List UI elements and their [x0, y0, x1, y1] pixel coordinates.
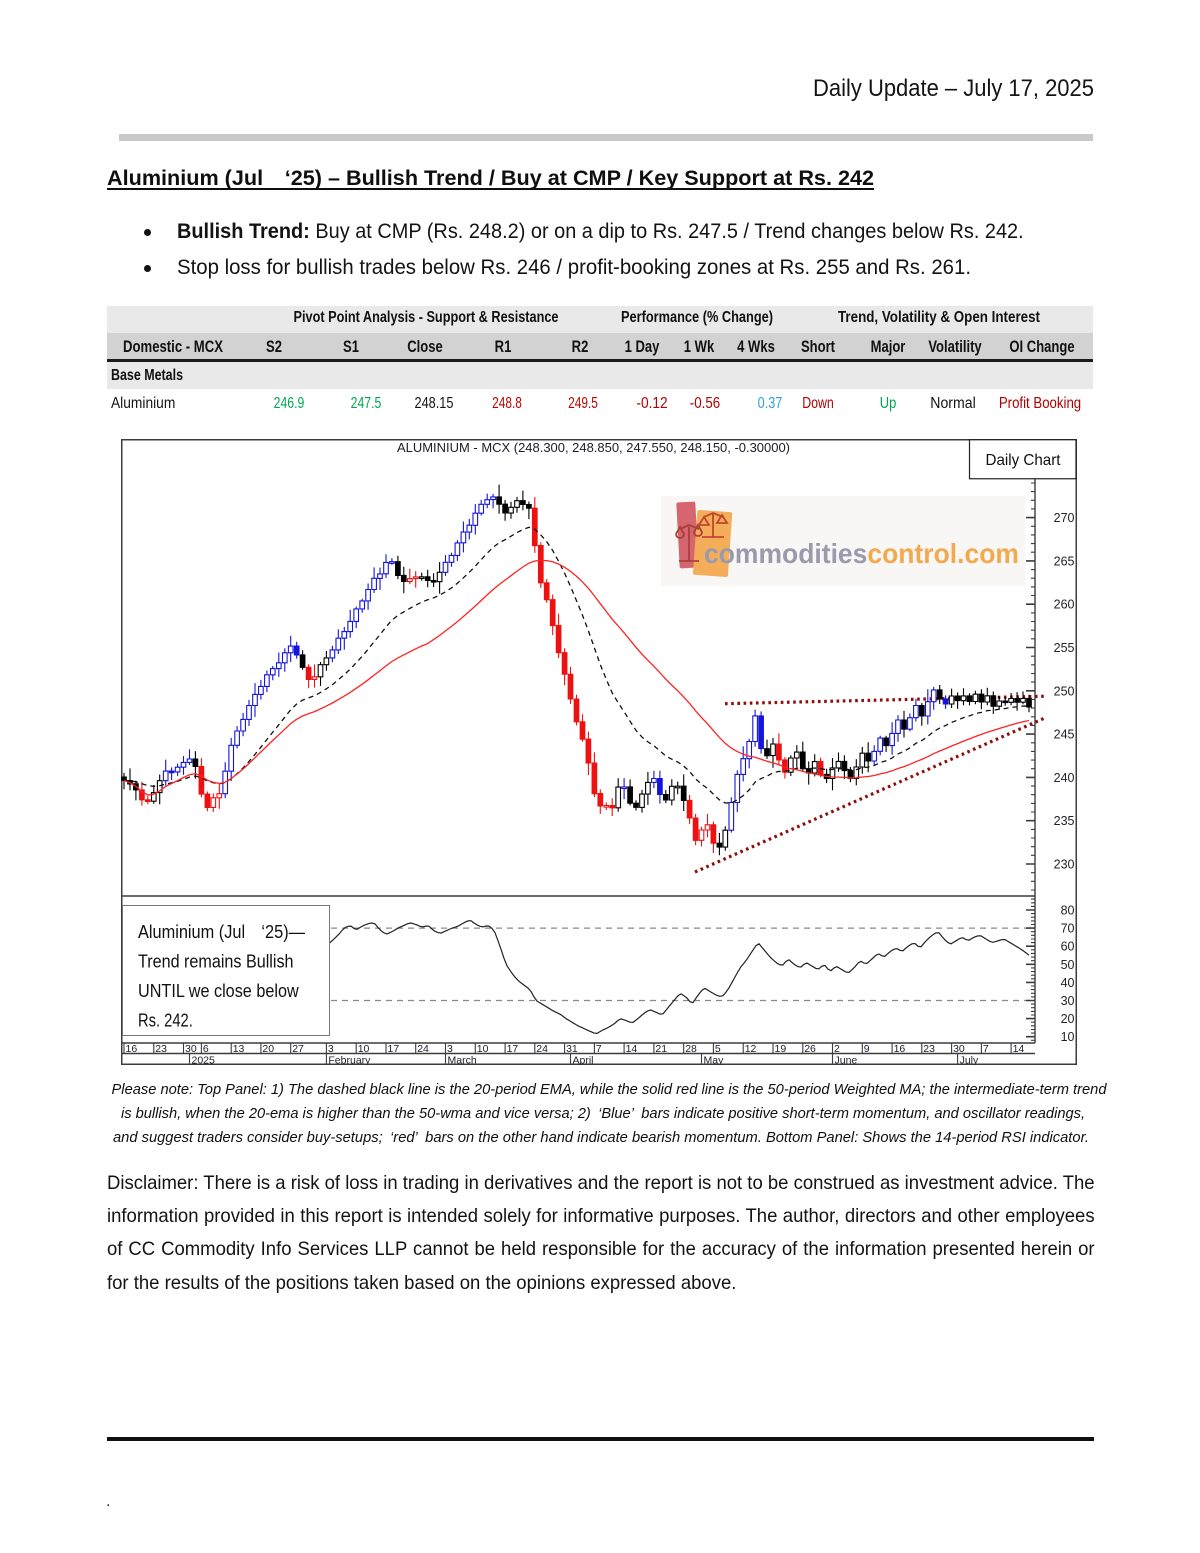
svg-text:80: 80	[1061, 904, 1075, 918]
svg-text:July: July	[960, 1055, 979, 1065]
svg-text:245: 245	[1054, 728, 1075, 742]
svg-text:7: 7	[596, 1043, 602, 1055]
svg-text:250: 250	[1054, 684, 1075, 698]
svg-text:12: 12	[745, 1043, 757, 1055]
svg-text:March: March	[448, 1055, 477, 1065]
svg-text:70: 70	[1061, 922, 1075, 936]
svg-text:Aluminium (Jul ‘25)—: Aluminium (Jul ‘25)—	[138, 921, 305, 942]
svg-text:30: 30	[1061, 994, 1075, 1008]
svg-text:30: 30	[953, 1043, 965, 1055]
svg-text:February: February	[328, 1055, 371, 1065]
svg-text:24: 24	[417, 1043, 429, 1055]
svg-text:23: 23	[923, 1043, 935, 1055]
svg-text:27: 27	[292, 1043, 304, 1055]
svg-text:40: 40	[1061, 976, 1075, 990]
svg-text:17: 17	[507, 1043, 519, 1055]
svg-text:14: 14	[626, 1043, 638, 1055]
svg-text:5: 5	[715, 1043, 721, 1055]
svg-text:2: 2	[834, 1043, 840, 1055]
svg-text:31: 31	[566, 1043, 578, 1055]
svg-text:26: 26	[804, 1043, 816, 1055]
svg-text:14: 14	[1013, 1043, 1025, 1055]
svg-text:20: 20	[262, 1043, 274, 1055]
svg-text:3: 3	[328, 1043, 334, 1055]
svg-text:3: 3	[447, 1043, 453, 1055]
svg-text:235: 235	[1054, 814, 1075, 828]
svg-text:6: 6	[203, 1043, 209, 1055]
svg-text:16: 16	[126, 1043, 138, 1055]
svg-text:21: 21	[655, 1043, 667, 1055]
svg-text:240: 240	[1054, 771, 1075, 785]
svg-text:19: 19	[775, 1043, 787, 1055]
svg-text:24: 24	[536, 1043, 548, 1055]
svg-text:265: 265	[1054, 554, 1075, 568]
svg-text:10: 10	[1061, 1030, 1075, 1044]
svg-text:17: 17	[388, 1043, 400, 1055]
svg-text:20: 20	[1061, 1012, 1075, 1026]
svg-text:60: 60	[1061, 940, 1075, 954]
svg-text:50: 50	[1061, 958, 1075, 972]
svg-text:June: June	[835, 1055, 858, 1065]
svg-text:28: 28	[685, 1043, 697, 1055]
svg-text:16: 16	[894, 1043, 906, 1055]
svg-text:Rs. 242.: Rs. 242.	[138, 1010, 193, 1031]
svg-text:Daily Chart: Daily Chart	[986, 452, 1062, 469]
svg-text:Trend remains Bullish: Trend remains Bullish	[138, 951, 294, 972]
svg-text:ALUMINIUM - MCX (248.300, 248.: ALUMINIUM - MCX (248.300, 248.850, 247.5…	[397, 441, 790, 455]
svg-text:UNTIL we close below: UNTIL we close below	[138, 980, 299, 1001]
svg-text:30: 30	[185, 1043, 197, 1055]
svg-text:23: 23	[155, 1043, 167, 1055]
svg-text:230: 230	[1054, 858, 1075, 872]
svg-text:9: 9	[864, 1043, 870, 1055]
svg-text:May: May	[704, 1055, 725, 1065]
svg-text:260: 260	[1054, 598, 1075, 612]
svg-text:commoditiescontrol.com: commoditiescontrol.com	[704, 538, 1019, 569]
svg-text:2025: 2025	[192, 1055, 216, 1065]
svg-text:13: 13	[233, 1043, 245, 1055]
svg-text:255: 255	[1054, 641, 1075, 655]
svg-text:7: 7	[983, 1043, 989, 1055]
svg-text:10: 10	[358, 1043, 370, 1055]
svg-text:10: 10	[477, 1043, 489, 1055]
svg-text:April: April	[573, 1055, 594, 1065]
svg-text:270: 270	[1054, 511, 1075, 525]
